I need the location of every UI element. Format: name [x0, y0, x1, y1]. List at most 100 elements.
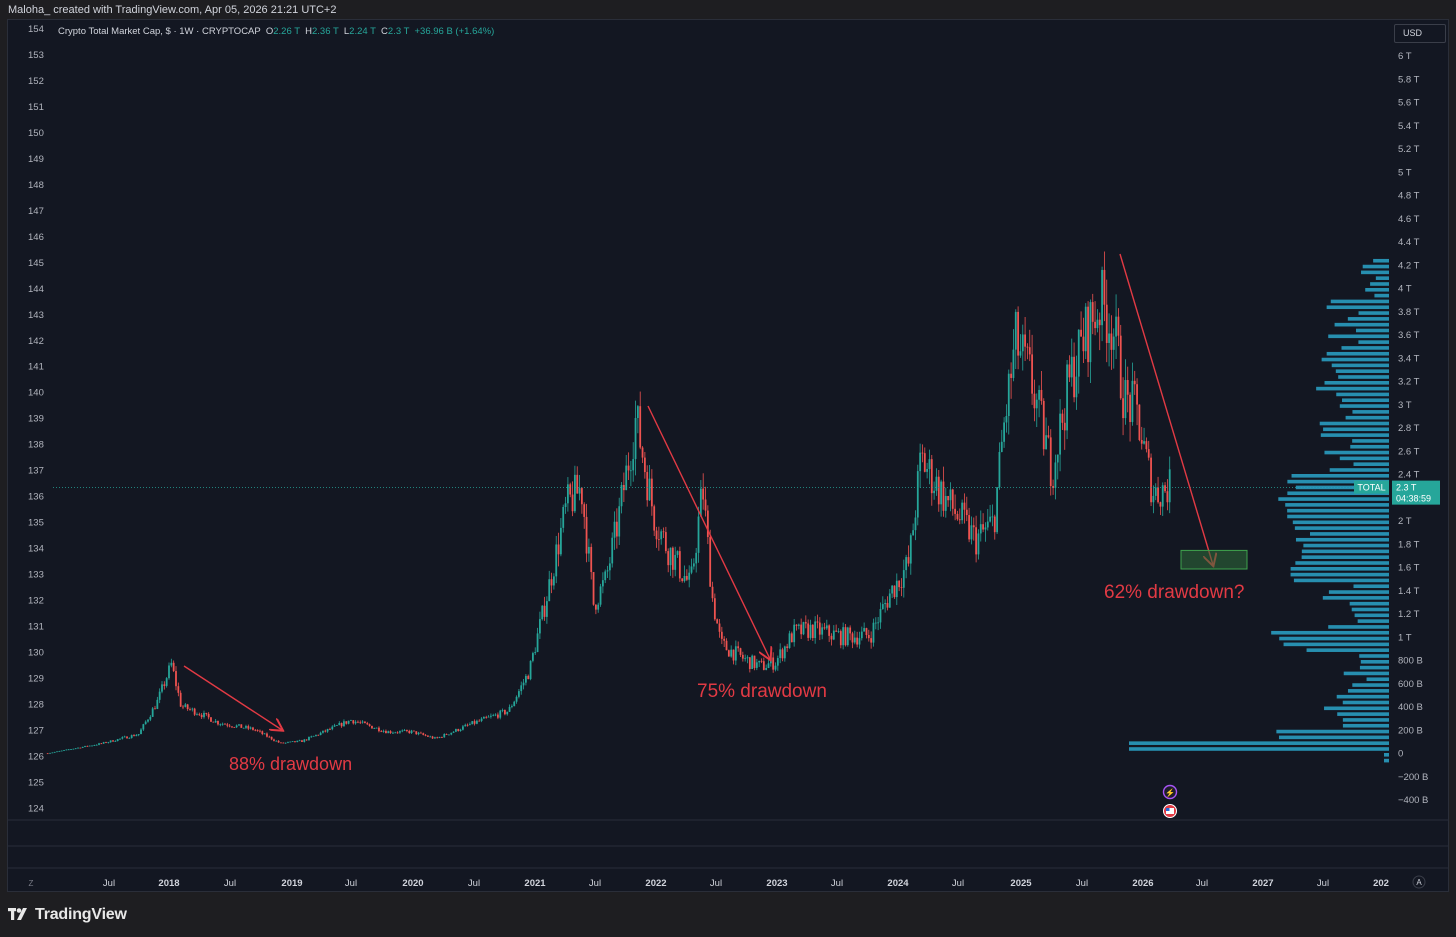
candle-body	[842, 627, 845, 646]
candle-body	[902, 570, 905, 588]
candle-body	[1166, 491, 1169, 503]
candle-body	[566, 484, 569, 504]
right-axis-tick: 3.8 T	[1398, 307, 1420, 318]
candle-body	[151, 708, 154, 717]
right-axis-tick: 2.8 T	[1398, 423, 1420, 434]
candle-body	[1145, 441, 1148, 450]
candle-body	[580, 488, 583, 505]
candle-body	[1017, 311, 1019, 356]
candle-body	[1154, 487, 1157, 496]
currency-button[interactable]: USD	[1394, 24, 1446, 43]
left-axis-tick: 143	[28, 310, 44, 321]
volume-profile-bar	[1324, 381, 1389, 385]
candle-body	[807, 623, 810, 638]
left-axis-tick: 140	[28, 388, 44, 399]
candle-body	[585, 516, 588, 554]
candle-body	[716, 619, 719, 624]
candle-body	[772, 657, 775, 670]
candle-body	[1119, 335, 1122, 399]
candle-body	[991, 516, 994, 518]
volume-profile-bar	[1129, 741, 1389, 745]
volume-profile-bar	[1326, 351, 1389, 356]
volume-profile-bar	[1276, 729, 1389, 734]
candle-body	[254, 729, 257, 731]
right-axis-tick: −400 B	[1398, 795, 1428, 806]
candle-body	[112, 740, 114, 742]
candle-body	[343, 721, 345, 727]
candle-body	[942, 481, 945, 511]
volume-profile-bar	[1329, 468, 1389, 472]
volume-profile-bar	[1342, 700, 1389, 705]
volume-profile-bar	[1351, 607, 1389, 612]
candle-body	[776, 658, 779, 666]
candle-body	[963, 502, 966, 510]
left-axis-tick: 131	[28, 622, 44, 633]
us-flag-icon	[1166, 808, 1174, 814]
candle-body	[697, 516, 700, 553]
candle-body	[1143, 441, 1145, 444]
target-zone-box	[1180, 549, 1248, 570]
left-axis-tick: 138	[28, 440, 44, 451]
candle-body	[606, 570, 609, 572]
candle-body	[315, 734, 317, 736]
candle-body	[641, 447, 644, 458]
candle-body	[413, 730, 415, 732]
chart-panel[interactable]: 154 153 152 151 150 149 148 147 146 145 144 143 142 1…	[7, 19, 1449, 892]
close-value: 2.3 T	[387, 26, 410, 37]
candle-body	[291, 741, 294, 743]
candle-body	[734, 646, 737, 661]
candle-body	[403, 730, 406, 731]
volume-profile-bar	[1373, 258, 1389, 263]
candle-body	[636, 406, 639, 419]
symbol-legend[interactable]: Crypto Total Market Cap, $ · 1W · CRYPTO…	[58, 26, 494, 37]
volume-profile-bar	[1324, 450, 1389, 455]
candle-body	[429, 736, 432, 738]
candle-body	[476, 720, 478, 724]
candle-body	[634, 418, 637, 460]
candle-body	[951, 489, 954, 509]
candle-body	[1084, 306, 1087, 352]
candle-body	[305, 739, 308, 741]
candle-body	[72, 748, 75, 750]
right-axis-tick: 1.8 T	[1398, 539, 1420, 550]
volume-profile-bar	[1361, 270, 1389, 275]
time-axis-tick: 2019	[281, 878, 302, 889]
candle-body	[1063, 422, 1066, 431]
candle-body	[380, 731, 383, 732]
price-chart[interactable]: 154 153 152 151 150 149 148 147 146 145 144 143 142 1…	[8, 20, 1448, 891]
candle-body	[312, 735, 315, 737]
right-axis-tick: 3 T	[1398, 400, 1412, 411]
candle-body	[438, 736, 441, 738]
candle-body	[905, 557, 908, 571]
candle-body	[329, 728, 331, 730]
right-axis-tick: 4.2 T	[1398, 260, 1420, 271]
candle-body	[993, 516, 996, 533]
candle-body	[284, 742, 287, 744]
candle-body	[1105, 304, 1108, 343]
volume-profile-bar	[1323, 427, 1389, 432]
candle-body	[753, 655, 756, 668]
change-value: +36.96 B (+1.64%)	[414, 26, 495, 37]
volume-profile-bar	[1353, 462, 1389, 466]
candle-body	[170, 662, 173, 666]
drawdown-arrow-3	[1119, 253, 1213, 565]
candle-body	[1059, 413, 1061, 455]
volume-profile-bar	[1316, 386, 1389, 391]
candle-body	[205, 712, 208, 714]
open-value: 2.26 T	[273, 26, 300, 37]
candle-body	[1000, 441, 1003, 452]
candle-body	[203, 712, 205, 718]
candle-body	[975, 527, 978, 555]
volume-profile-bar	[1341, 398, 1389, 403]
candle-body	[1028, 347, 1031, 355]
left-axis-tick: 149	[28, 154, 44, 165]
candle-body	[219, 724, 222, 726]
volume-profile-bar	[1319, 421, 1389, 426]
candle-body	[319, 732, 322, 736]
candle-body	[1115, 316, 1117, 337]
candle-body	[214, 720, 217, 723]
candle-body	[1150, 457, 1152, 503]
candle-body	[184, 704, 187, 707]
candle-body	[573, 474, 576, 512]
candle-body	[877, 622, 880, 624]
